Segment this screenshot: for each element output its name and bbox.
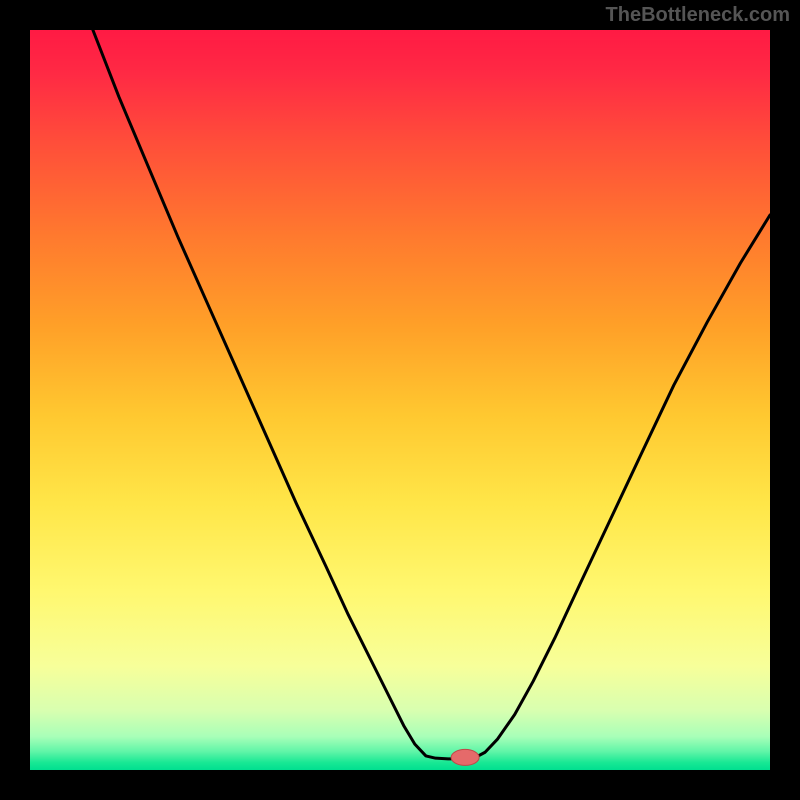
gradient-background <box>30 30 770 770</box>
optimum-marker <box>451 749 479 765</box>
plot-area <box>30 30 770 770</box>
chart-frame: TheBottleneck.com <box>0 0 800 800</box>
bottleneck-chart-svg <box>30 30 770 770</box>
watermark-text: TheBottleneck.com <box>606 4 790 27</box>
